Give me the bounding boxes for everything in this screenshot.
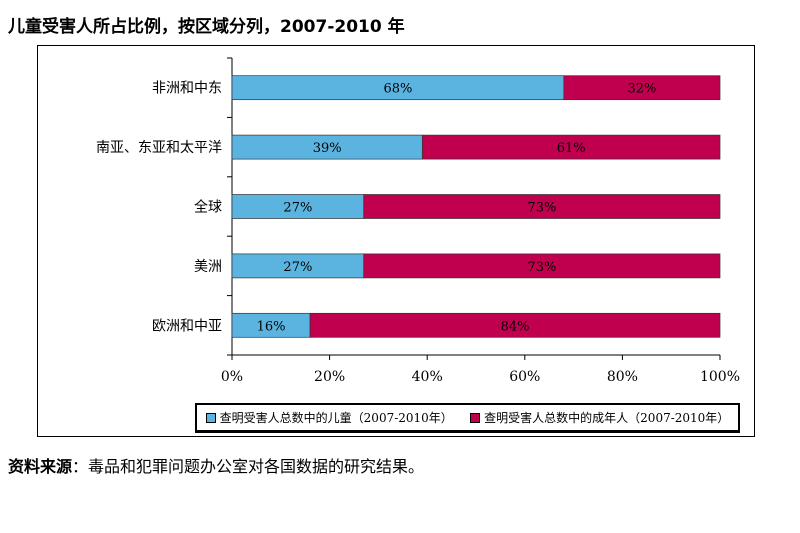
data-label: 73% — [527, 260, 556, 275]
x-tick-label: 20% — [314, 369, 345, 385]
data-label: 16% — [257, 319, 286, 334]
data-label: 27% — [283, 260, 312, 275]
bar-segment — [231, 253, 365, 279]
legend-label: 查明受害人总数中的成年人（2007-2010年） — [484, 411, 730, 425]
data-label: 84% — [501, 319, 530, 334]
bar-segment — [309, 312, 721, 338]
source-label: 资料来源 — [8, 457, 73, 476]
bar-segment — [231, 75, 565, 101]
legend-swatch — [205, 412, 216, 423]
category-label: 南亚、东亚和太平洋 — [96, 140, 222, 156]
source-text: ：毒品和犯罪问题办公室对各国数据的研究结果。 — [72, 457, 425, 476]
bar-segment — [363, 194, 721, 219]
data-label: 68% — [383, 82, 412, 97]
chart-frame — [37, 45, 755, 437]
chart-title: 儿童受害人所占比例，按区域分列，2007-2010 年 — [8, 17, 405, 37]
category-label: 非洲和中东 — [152, 81, 222, 97]
x-tick-label: 60% — [509, 369, 540, 385]
data-label: 61% — [557, 141, 586, 156]
bar-segment — [231, 312, 311, 338]
source-note: 资料来源：毒品和犯罪问题办公室对各国数据的研究结果。 — [8, 453, 424, 477]
data-label: 32% — [627, 82, 656, 97]
bar-segment — [421, 134, 721, 160]
legend-item-adults: 查明受害人总数中的成年人（2007-2010年） — [470, 409, 729, 426]
bar-segment — [363, 253, 721, 279]
x-tick-label: 100% — [700, 369, 740, 385]
bar-segment — [563, 75, 721, 101]
x-tick-label: 40% — [412, 369, 443, 385]
x-tick-label: 80% — [607, 369, 638, 385]
legend-label: 查明受害人总数中的儿童（2007-2010年） — [219, 411, 453, 425]
x-tick-label: 0% — [221, 369, 243, 385]
data-label: 73% — [527, 201, 556, 216]
category-label: 欧洲和中亚 — [152, 318, 222, 334]
legend: 查明受害人总数中的儿童（2007-2010年） 查明受害人总数中的成年人（200… — [195, 403, 740, 433]
category-label: 美洲 — [194, 259, 222, 275]
data-label: 27% — [283, 201, 312, 216]
bar-segment — [231, 194, 365, 219]
category-label: 全球 — [194, 199, 222, 216]
legend-swatch — [470, 412, 481, 423]
legend-item-children: 查明受害人总数中的儿童（2007-2010年） — [205, 409, 453, 426]
data-label: 39% — [313, 141, 342, 156]
